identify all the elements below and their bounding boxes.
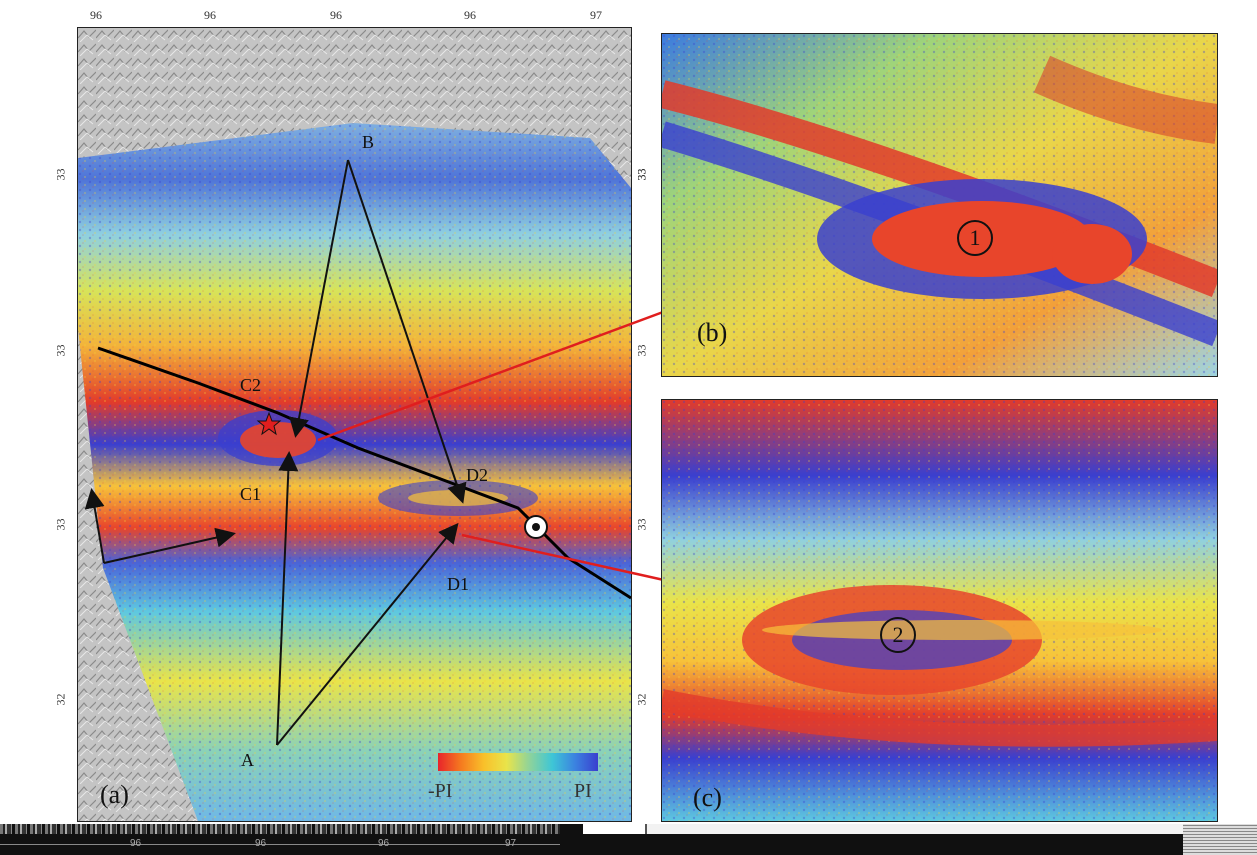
- top-tick-1: 96: [90, 8, 102, 22]
- left-tick-3: 33: [53, 518, 68, 531]
- panel-b-label: (b): [697, 318, 728, 347]
- top-tick-3: 96: [330, 8, 342, 22]
- panel-b-image: [662, 34, 1217, 376]
- bottom-tick-1: 96: [130, 838, 142, 849]
- left-tick-1: 33: [53, 168, 68, 181]
- panel-b-map: [661, 33, 1218, 377]
- colorbar-max-label: PI: [574, 780, 592, 802]
- panel-c-map: [661, 399, 1218, 822]
- label-a: A: [241, 750, 254, 770]
- label-d1: D1: [447, 574, 469, 594]
- right-tick-2: 33: [634, 344, 649, 357]
- left-tick-4: 32: [53, 693, 68, 706]
- panel-a-map: [77, 27, 632, 822]
- bottom-strip: 96 96 96 97: [0, 824, 1257, 855]
- bottom-tick-2: 96: [255, 838, 267, 849]
- left-tick-2: 33: [53, 344, 68, 357]
- bottom-bar: [583, 824, 1183, 834]
- colorbar-min-label: -PI: [428, 780, 453, 802]
- bottom-tick-4: 97: [505, 838, 517, 849]
- panel-c-image: [662, 400, 1217, 821]
- label-b: B: [362, 132, 375, 152]
- bottom-noise: [0, 824, 560, 834]
- label-c1: C1: [240, 484, 262, 504]
- colorbar: [438, 753, 598, 771]
- panel-a-label: (a): [100, 780, 129, 809]
- label-d2: D2: [466, 465, 488, 485]
- panel-b-right-tick-1: 33: [634, 168, 649, 181]
- bottom-line: [0, 844, 560, 845]
- top-tick-5: 97: [590, 8, 602, 22]
- bottom-tick-3: 96: [378, 838, 390, 849]
- panel-c-label: (c): [693, 783, 722, 812]
- label-c2: C2: [240, 375, 262, 395]
- top-tick-2: 96: [204, 8, 216, 22]
- bottom-right-block: [1183, 824, 1257, 855]
- right-tick-3: 33: [634, 518, 649, 531]
- panel-a-image: [78, 28, 631, 821]
- right-tick-4: 32: [634, 693, 649, 706]
- marker-1: 1: [957, 220, 993, 256]
- top-tick-4: 96: [464, 8, 476, 22]
- bottom-bar-segment: [583, 824, 647, 834]
- marker-2: 2: [880, 617, 916, 653]
